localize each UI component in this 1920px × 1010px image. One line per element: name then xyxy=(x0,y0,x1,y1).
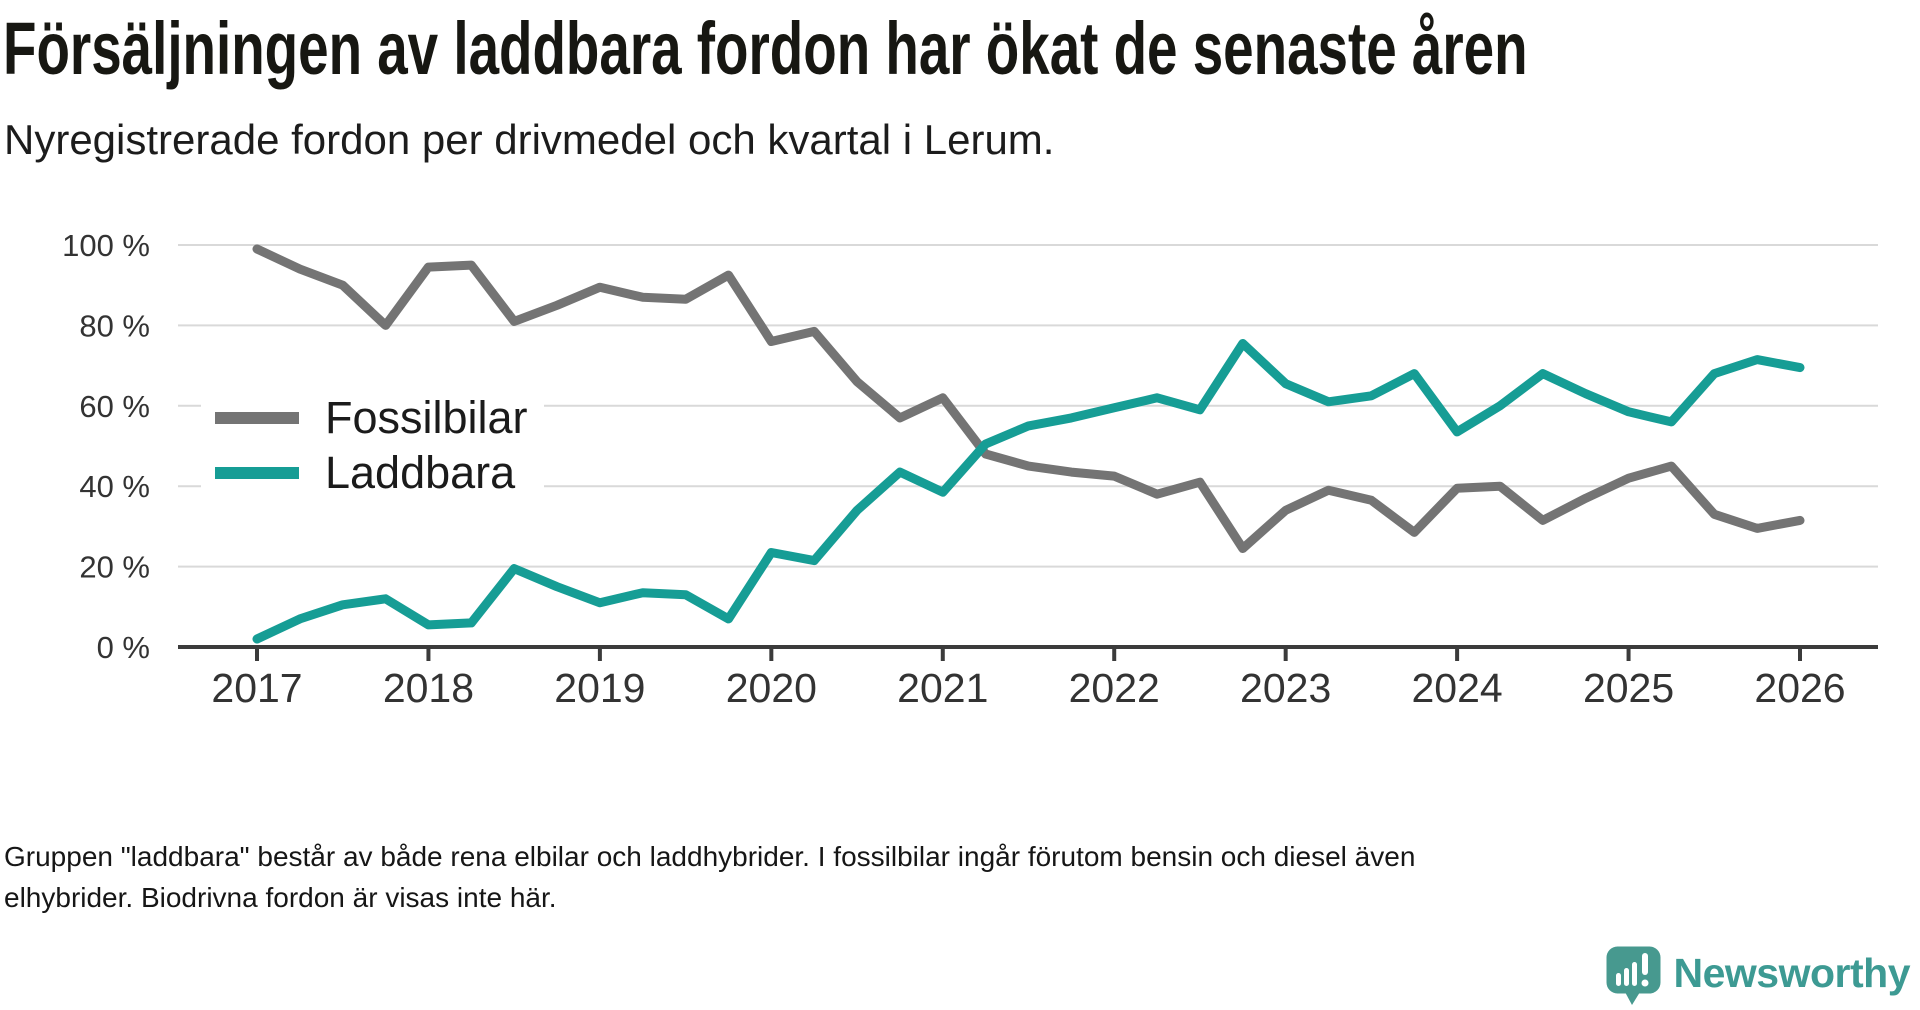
x-axis-label: 2026 xyxy=(1754,665,1845,711)
logo-wordmark: Newsworthy xyxy=(1673,949,1911,996)
legend-item-fossilbilar: Fossilbilar xyxy=(215,390,528,445)
x-axis-label: 2019 xyxy=(554,665,645,711)
y-axis-label: 60 % xyxy=(79,389,150,424)
logo-bar-2 xyxy=(1623,968,1629,986)
legend-label-laddbara: Laddbara xyxy=(325,447,516,498)
chart-legend: Fossilbilar Laddbara xyxy=(201,384,544,506)
page-title-text: Försäljningen av laddbara fordon har öka… xyxy=(3,7,1528,90)
newsworthy-speech-bubble-chart-icon xyxy=(1606,946,1660,1005)
series-line-laddbara xyxy=(252,339,1805,644)
legend-label-fossilbilar: Fossilbilar xyxy=(325,392,528,443)
x-axis-label: 2022 xyxy=(1069,665,1160,711)
y-axis-label: 20 % xyxy=(79,550,150,585)
series-line-fossilbilar xyxy=(252,244,1805,553)
x-axis-label: 2021 xyxy=(897,665,988,711)
x-axis-label: 2024 xyxy=(1412,665,1503,711)
x-axis-label: 2017 xyxy=(211,665,302,711)
x-axis-label: 2023 xyxy=(1240,665,1331,711)
x-axis-label: 2018 xyxy=(383,665,474,711)
page-subtitle: Nyregistrerade fordon per drivmedel och … xyxy=(4,116,1055,163)
page-title: Försäljningen av laddbara fordon har öka… xyxy=(3,6,1920,91)
y-axis-label: 80 % xyxy=(79,308,150,343)
logo-exclamation-dot xyxy=(1641,979,1648,987)
logo-exclamation-bar xyxy=(1641,953,1648,975)
chart-footnote: Gruppen "laddbara" består av både rena e… xyxy=(4,841,1416,913)
legend-swatch-laddbara xyxy=(215,466,299,479)
x-axis-label: 2020 xyxy=(726,665,817,711)
legend-swatch-fossilbilar xyxy=(215,411,299,424)
legend-item-laddbara: Laddbara xyxy=(215,445,528,500)
logo-bubble-tail xyxy=(1624,992,1640,1005)
y-axis-label: 0 % xyxy=(97,630,150,665)
logo-bar-1 xyxy=(1615,973,1621,986)
logo-bar-3 xyxy=(1631,962,1637,986)
y-axis-label: 100 % xyxy=(62,228,150,263)
newsworthy-logo[interactable]: Newsworthy xyxy=(1606,946,1911,1006)
y-axis-label: 40 % xyxy=(79,469,150,504)
x-axis-label: 2025 xyxy=(1583,665,1674,711)
